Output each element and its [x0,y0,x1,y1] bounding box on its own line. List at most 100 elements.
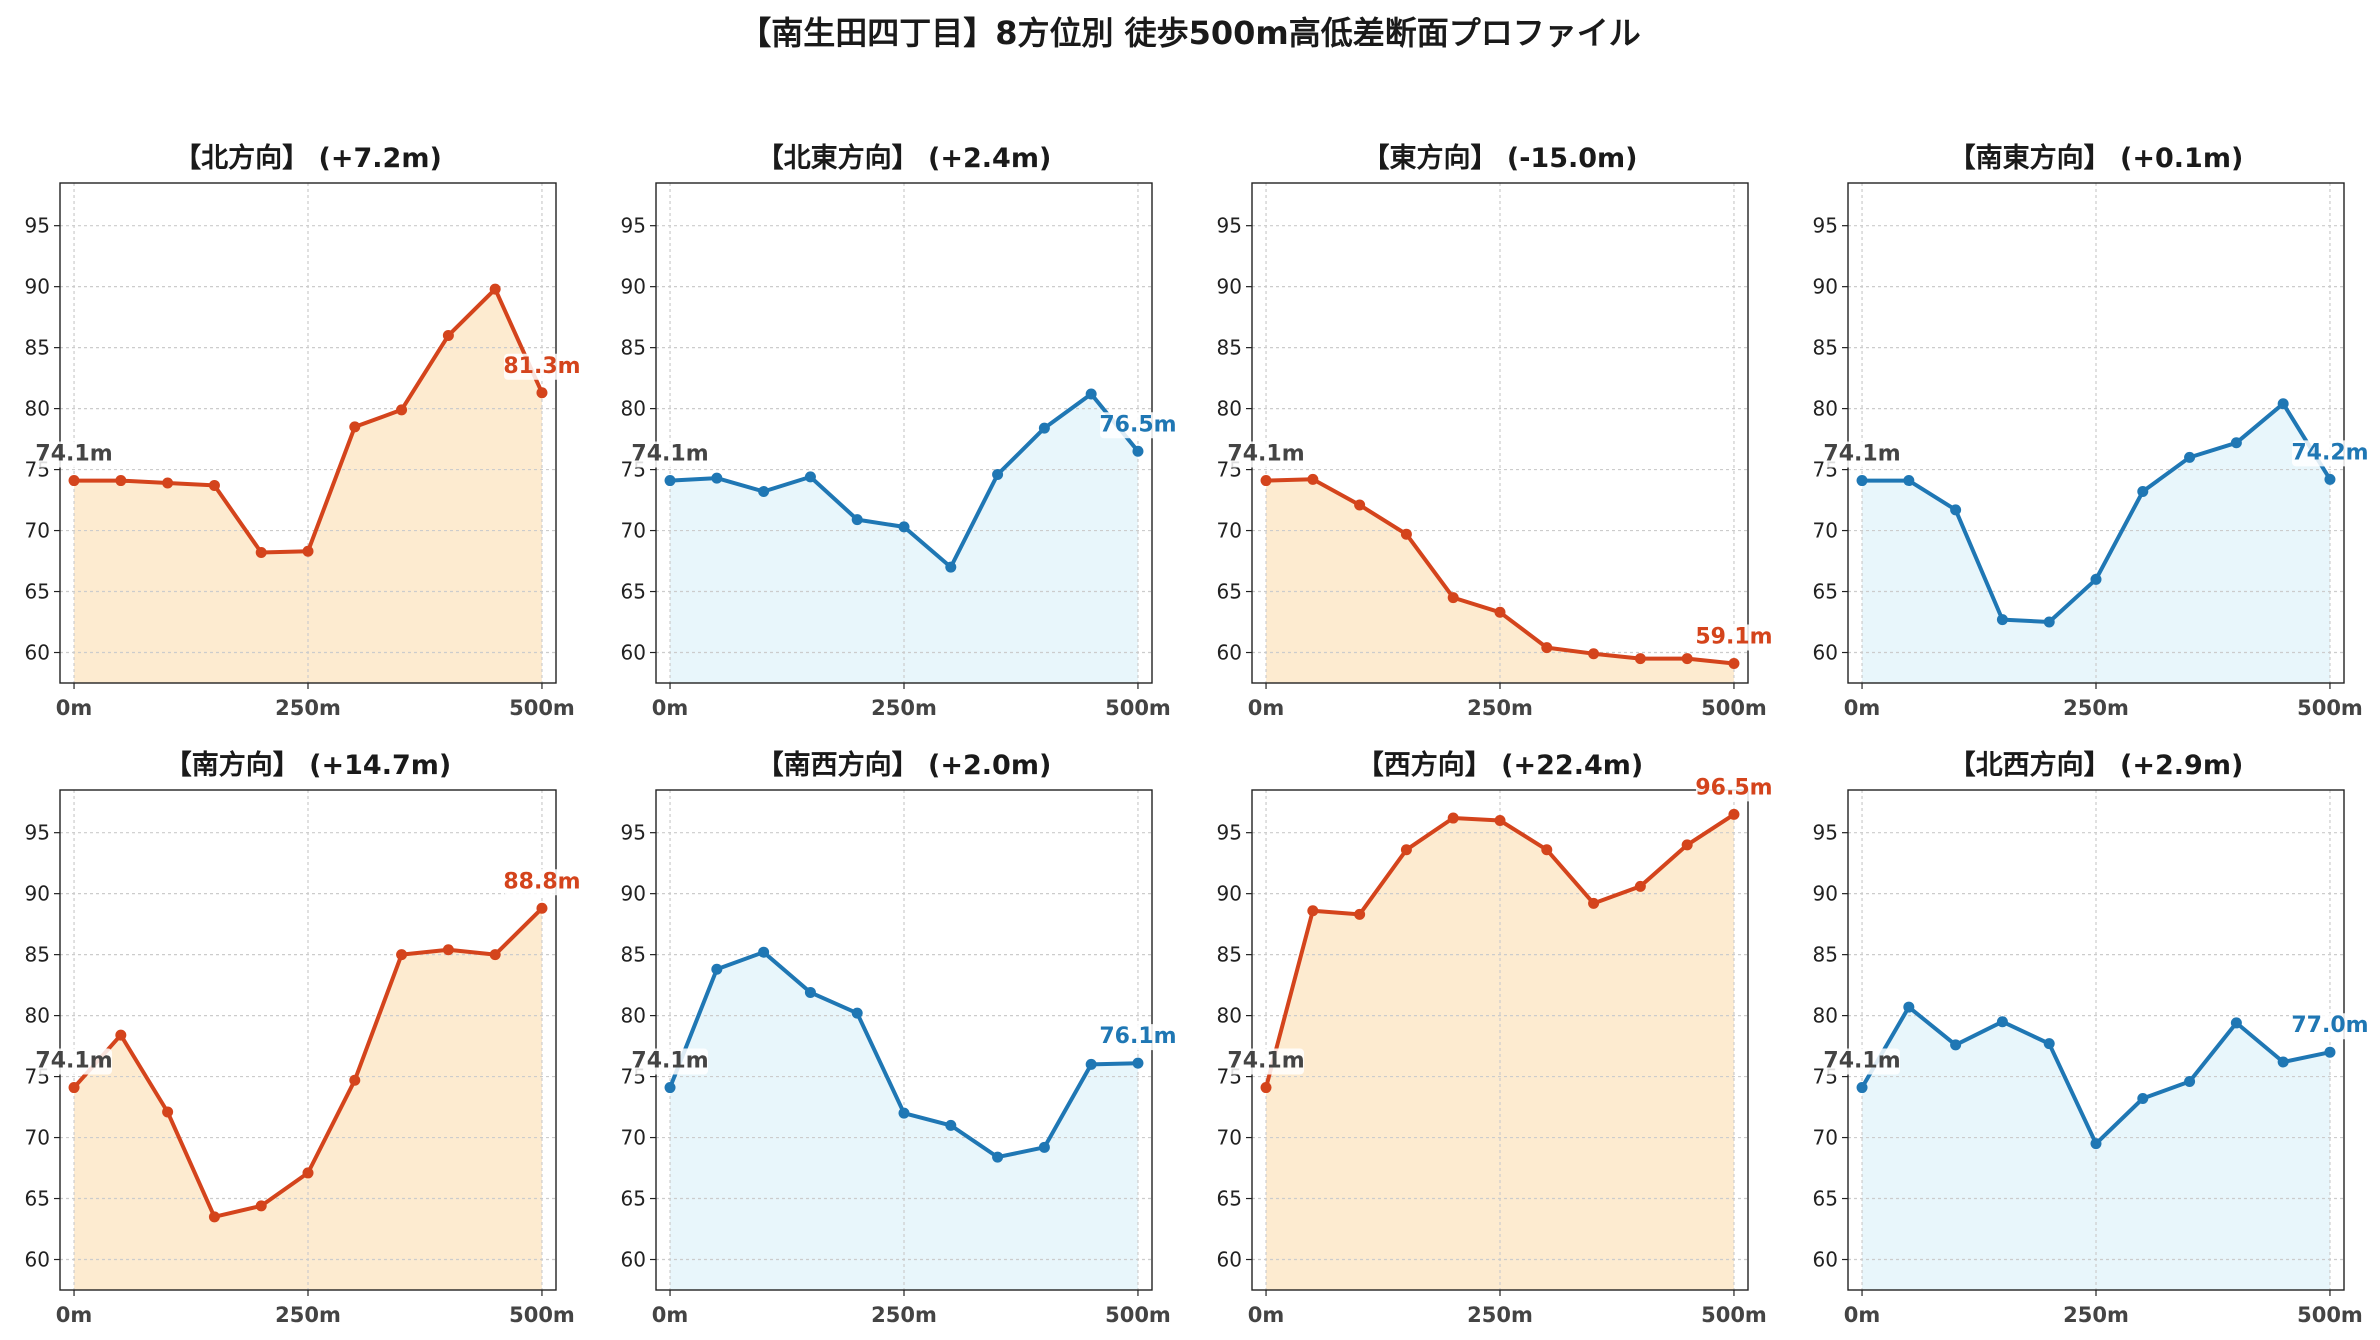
ytick-label: 70 [1813,519,1838,543]
data-point [2043,1038,2055,1050]
data-point [68,475,80,487]
start-elevation-label: 74.1m [1823,1049,1900,1074]
ytick-label: 85 [1217,943,1242,967]
xtick-label: 500m [1105,1303,1171,1327]
xtick-label: 250m [871,696,937,720]
data-point [1354,499,1366,511]
ytick-label: 90 [1813,275,1838,299]
start-label-bg [1824,1048,1901,1075]
ytick-label: 70 [25,519,50,543]
panel-title: 【南方向】 (+14.7m) [165,749,451,781]
ytick-label: 85 [25,943,50,967]
figure-suptitle: 【南生田四丁目】8方位別 徒歩500m高低差断面プロファイル [739,14,1641,52]
ytick-label: 85 [1813,943,1838,967]
ytick-label: 60 [1217,1248,1242,1272]
ytick-label: 70 [25,1126,50,1150]
data-point [2090,1138,2102,1150]
data-point [2230,437,2242,449]
data-point [2090,573,2102,585]
ytick-label: 65 [1813,580,1838,604]
ytick-label: 90 [1813,882,1838,906]
xtick-label: 500m [1701,696,1767,720]
data-point [898,521,910,533]
ytick-label: 80 [25,1004,50,1028]
xtick-label: 250m [871,1303,937,1327]
data-point [396,949,408,961]
area-fill [74,908,542,1290]
data-point [115,1029,127,1041]
data-point [302,1167,314,1179]
data-point [664,475,676,487]
data-point [2137,1093,2149,1105]
start-label-bg [36,441,113,468]
ytick-label: 60 [1813,641,1838,665]
ytick-label: 85 [25,336,50,360]
data-point [255,1200,267,1212]
ytick-label: 95 [621,214,646,238]
data-point [1038,422,1050,434]
data-point [1634,653,1646,665]
start-label-bg [632,441,709,468]
data-point [1996,614,2008,626]
area-fill [74,289,542,683]
end-label-bg [1695,624,1772,651]
ytick-label: 65 [25,1187,50,1211]
ytick-label: 90 [621,275,646,299]
data-point [1950,504,1962,516]
end-label-bg [1099,1024,1176,1051]
ytick-label: 90 [1217,275,1242,299]
data-point [489,949,501,961]
data-point [804,986,816,998]
ytick-label: 85 [1217,336,1242,360]
end-elevation-label: 76.5m [1099,412,1176,437]
start-elevation-label: 74.1m [631,1049,708,1074]
data-point [1728,808,1740,820]
data-point [115,475,127,487]
start-elevation-label: 74.1m [631,442,708,467]
data-point [2324,1046,2336,1058]
data-point [349,1074,361,1086]
ytick-label: 70 [1217,519,1242,543]
panel-title: 【北東方向】 (+2.4m) [757,142,1052,174]
data-point [536,387,548,399]
ytick-label: 65 [25,580,50,604]
data-point [1447,812,1459,824]
area-fill [1266,814,1734,1290]
data-point [2184,451,2196,463]
panel-title: 【南西方向】 (+2.0m) [757,749,1052,781]
data-point [1085,388,1097,400]
xtick-label: 500m [2297,696,2363,720]
data-point [1307,473,1319,485]
data-point [1494,814,1506,826]
end-elevation-label: 74.2m [2291,440,2368,465]
xtick-label: 250m [2063,1303,2129,1327]
ytick-label: 65 [621,580,646,604]
data-point [804,471,816,483]
ytick-label: 95 [1217,214,1242,238]
ytick-label: 85 [1813,336,1838,360]
panel-title: 【北西方向】 (+2.9m) [1949,749,2244,781]
ytick-label: 65 [1217,580,1242,604]
ytick-label: 65 [1217,1187,1242,1211]
data-point [68,1082,80,1094]
data-point [1634,880,1646,892]
data-point [1588,648,1600,660]
end-elevation-label: 81.3m [503,354,580,379]
data-point [1856,475,1868,487]
data-point [2137,486,2149,498]
ytick-label: 80 [621,397,646,421]
data-point [162,1106,174,1118]
xtick-label: 0m [1844,696,1881,720]
ytick-label: 65 [621,1187,646,1211]
data-point [349,421,361,433]
data-point [1307,905,1319,917]
ytick-label: 60 [621,1248,646,1272]
ytick-label: 80 [1813,1004,1838,1028]
data-point [2324,473,2336,485]
end-label-bg [1695,775,1772,802]
